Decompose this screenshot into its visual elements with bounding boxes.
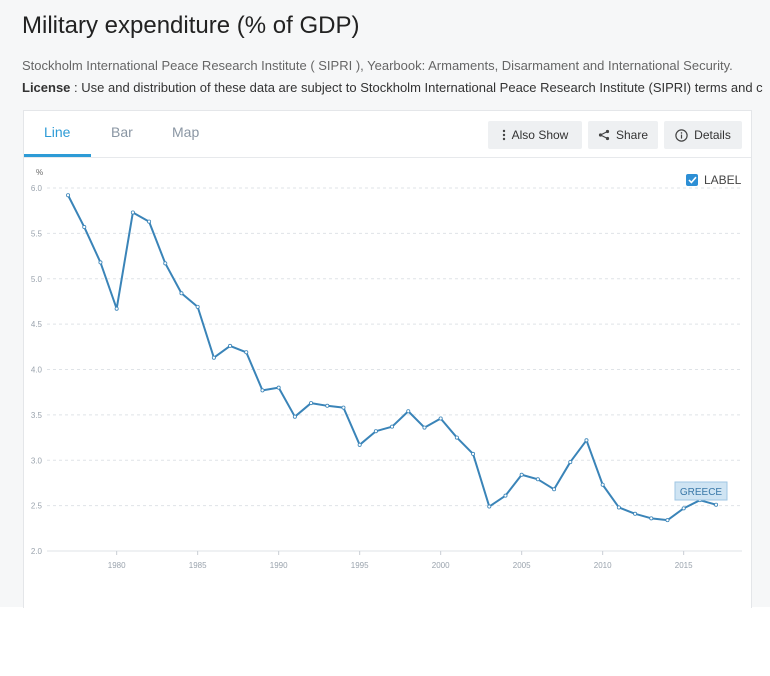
data-point (309, 401, 314, 406)
data-point (406, 409, 411, 414)
data-point (292, 414, 297, 419)
data-point (276, 385, 281, 390)
data-point (130, 210, 135, 215)
data-point (422, 425, 427, 430)
data-point (341, 405, 346, 410)
data-point (66, 193, 71, 198)
data-point (454, 435, 459, 440)
data-point (179, 291, 184, 296)
also-show-label: Also Show (511, 128, 569, 142)
y-tick-label: 2.5 (31, 502, 43, 511)
y-tick-label: 2.0 (31, 547, 43, 556)
data-point (503, 493, 508, 498)
data-point (373, 429, 378, 434)
data-point (568, 460, 573, 465)
also-show-button[interactable]: Also Show (488, 121, 582, 149)
data-point (552, 487, 557, 492)
license-label: License (22, 80, 71, 95)
y-tick-label: 3.5 (31, 411, 43, 420)
data-point (244, 350, 249, 355)
label-toggle-text: LABEL (704, 173, 742, 187)
chart-tabs: Line Bar Map Also Show Share Details (24, 111, 751, 158)
series-label: GREECE (680, 487, 723, 498)
more-vertical-icon (502, 129, 505, 141)
x-tick-label: 1995 (351, 561, 369, 570)
line-chart: 2.0 2.5 3.0 3.5 4.0 4.5 5.0 5.5 6.0% 1980 1985 1990… (31, 168, 742, 570)
y-tick-label: 3.0 (31, 456, 43, 465)
data-point (616, 505, 621, 510)
data-point (600, 482, 605, 487)
data-point (228, 343, 233, 348)
y-tick-label: 6.0 (31, 184, 43, 193)
data-point (147, 219, 152, 224)
info-icon (675, 128, 688, 142)
y-axis-label: % (36, 168, 43, 177)
data-point (649, 516, 654, 521)
label-checkbox[interactable] (686, 174, 698, 186)
x-tick-label: 1980 (108, 561, 126, 570)
series-label-box (674, 481, 728, 501)
data-point (584, 438, 589, 443)
checkmark-icon (687, 176, 697, 184)
chart-area: 2.0 2.5 3.0 3.5 4.0 4.5 5.0 5.5 6.0% 1980 1985 1990… (24, 157, 751, 602)
data-point (714, 502, 719, 507)
chart-card: Line Bar Map Also Show Share Details LAB… (23, 110, 752, 608)
y-tick-label: 4.0 (31, 366, 43, 375)
tab-bar[interactable]: Bar (111, 124, 133, 140)
tab-map[interactable]: Map (172, 124, 200, 140)
x-tick-label: 2005 (513, 561, 531, 570)
y-tick-label: 5.0 (31, 275, 43, 284)
data-point (163, 261, 168, 266)
y-tick-label: 5.5 (31, 229, 43, 238)
page-title: Military expenditure (% of GDP) (22, 12, 360, 39)
data-point (665, 518, 670, 523)
license-body: : Use and distribution of these data are… (70, 80, 763, 95)
y-tick-label: 4.5 (31, 320, 43, 329)
data-point (681, 506, 686, 511)
x-tick-label: 1990 (270, 561, 288, 570)
details-button[interactable]: Details (664, 121, 742, 149)
data-point (390, 424, 395, 429)
share-label: Share (615, 128, 649, 142)
data-point (471, 451, 476, 456)
share-button[interactable]: Share (588, 121, 658, 149)
share-icon (598, 129, 610, 141)
data-point (82, 225, 87, 230)
x-tick-label: 2000 (432, 561, 450, 570)
label-toggle[interactable]: LABEL (686, 173, 741, 187)
series-line (67, 194, 717, 522)
source-text: Stockholm International Peace Research I… (22, 58, 733, 73)
data-point (325, 403, 330, 408)
data-point (98, 260, 103, 265)
x-tick-label: 1985 (189, 561, 207, 570)
tab-line[interactable]: Line (44, 124, 71, 140)
data-point (260, 388, 265, 393)
data-point (519, 472, 524, 477)
data-point (487, 504, 492, 509)
data-point (211, 355, 216, 360)
data-point (438, 416, 443, 421)
license-text: License : Use and distribution of these … (22, 80, 770, 95)
details-label: Details (694, 128, 731, 142)
x-tick-label: 2015 (675, 561, 693, 570)
data-point (357, 442, 362, 447)
data-point (535, 477, 540, 482)
active-tab-indicator (24, 154, 91, 157)
data-point (114, 306, 119, 311)
data-point (195, 304, 200, 309)
data-point (633, 511, 638, 516)
x-tick-label: 2010 (594, 561, 612, 570)
